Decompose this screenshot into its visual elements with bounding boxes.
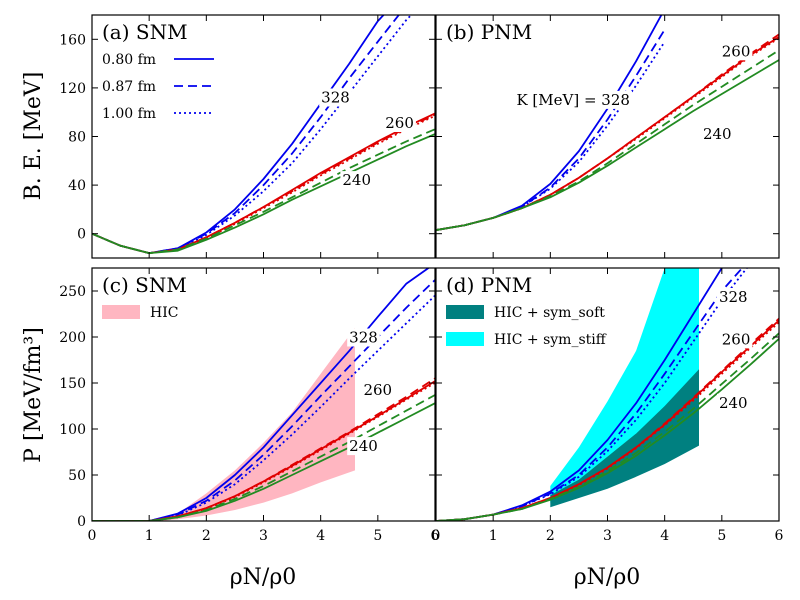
curve-label-bg-a-0 bbox=[319, 88, 352, 107]
legend-label-c-0: HIC bbox=[150, 305, 178, 321]
y-tick-label-c-3: 150 bbox=[59, 376, 86, 392]
x-tick-label-c-3: 3 bbox=[259, 528, 268, 544]
curve-label-d-1: 260 bbox=[722, 330, 751, 348]
y-axis-title-top: B. E. [MeV] bbox=[21, 72, 46, 201]
curve-label-bg-d-0 bbox=[716, 288, 750, 306]
x-tick-label-c-5: 5 bbox=[373, 528, 382, 544]
y-tick-label-c-5: 250 bbox=[59, 284, 86, 300]
panel-title-b: (b) PNM bbox=[446, 20, 532, 44]
legend-swatch-c-0 bbox=[102, 305, 140, 319]
curve-label-bg-b-0 bbox=[514, 90, 632, 109]
series-line-a-3 bbox=[92, 112, 435, 254]
panel-d: 328 260 240 0 1 2 3 4 5 6 (d) PNM HIC + sym_soft HI… bbox=[432, 267, 784, 544]
curve-label-b-2: 240 bbox=[703, 125, 732, 143]
series-line-b-6 bbox=[436, 59, 779, 231]
series-line-a-6 bbox=[92, 133, 435, 254]
y-tick-label-a-3: 120 bbox=[59, 81, 86, 97]
y-tick-label-a-1: 40 bbox=[68, 178, 86, 194]
legend-label-d-0: HIC + sym_soft bbox=[494, 305, 605, 321]
legend-label-a-1: 0.87 fm bbox=[102, 79, 156, 95]
legend-label-a-0: 0.80 fm bbox=[102, 52, 156, 68]
curve-label-c-0: 328 bbox=[349, 329, 378, 347]
series-line-c-0 bbox=[92, 268, 431, 521]
x-tick-label-c-2: 2 bbox=[202, 528, 211, 544]
y-tick-label-c-4: 200 bbox=[59, 330, 86, 346]
panel-c: 328 260 240 0 50 100 150 200 250 0 1 2 3 4 5 6 (c) SNM H… bbox=[59, 267, 440, 544]
panel-a: 328 260 240 0 40 80 120 160 (a) SNM 0.80 fm 0.87 … bbox=[59, 14, 436, 259]
panel-title-d: (d) PNM bbox=[446, 273, 532, 297]
curve-label-a-0: 328 bbox=[321, 89, 350, 107]
panel-title-c: (c) SNM bbox=[102, 273, 187, 297]
curve-label-bg-c-0 bbox=[347, 328, 380, 347]
curve-label-bg-a-1 bbox=[383, 114, 416, 132]
x-tick-label-c-6: 6 bbox=[431, 528, 440, 544]
curve-label-bg-c-1 bbox=[361, 381, 395, 399]
y-tick-label-c-2: 100 bbox=[59, 422, 86, 438]
x-tick-label-d-3: 3 bbox=[603, 528, 612, 544]
y-tick-label-a-2: 80 bbox=[68, 130, 86, 146]
curve-label-a-2: 240 bbox=[342, 171, 371, 189]
curve-label-bg-c-2 bbox=[347, 437, 380, 456]
x-tick-label-d-6: 6 bbox=[775, 528, 784, 544]
series-line-d-5 bbox=[436, 321, 779, 521]
legend-swatch-d-0 bbox=[446, 305, 484, 319]
curve-label-bg-d-2 bbox=[716, 393, 750, 412]
x-tick-label-d-0: 0 bbox=[432, 528, 441, 544]
curve-label-bg-d-1 bbox=[719, 330, 753, 349]
series-line-d-2 bbox=[436, 268, 748, 521]
series-line-a-7 bbox=[92, 128, 435, 254]
band-c-0 bbox=[160, 327, 355, 521]
x-tick-label-d-1: 1 bbox=[489, 528, 498, 544]
series-line-c-6 bbox=[92, 402, 435, 521]
curve-label-d-2: 240 bbox=[719, 394, 748, 412]
panel-b: K [MeV] = 328 260 240 (b) PNM bbox=[435, 14, 780, 259]
series-line-c-4 bbox=[92, 377, 435, 521]
series-line-d-7 bbox=[436, 332, 779, 521]
curve-label-d-0: 328 bbox=[719, 288, 748, 306]
curve-label-a-1: 260 bbox=[385, 114, 414, 132]
x-tick-label-c-1: 1 bbox=[145, 528, 154, 544]
series-line-b-7 bbox=[436, 49, 779, 231]
x-axis-title-left: ρN/ρ0 bbox=[230, 565, 297, 590]
curve-label-c-2: 240 bbox=[349, 437, 378, 455]
y-tick-label-a-4: 160 bbox=[59, 32, 86, 48]
y-axis-title-bottom: P [MeV/fm³] bbox=[21, 327, 46, 463]
x-axis-title-right: ρN/ρ0 bbox=[574, 565, 641, 590]
y-tick-label-c-1: 50 bbox=[68, 468, 86, 484]
panel-title-a: (a) SNM bbox=[102, 20, 188, 44]
curve-label-b-1: 260 bbox=[722, 42, 751, 60]
series-line-b-1 bbox=[436, 29, 666, 231]
x-tick-label-c-0: 0 bbox=[88, 528, 97, 544]
x-tick-label-c-4: 4 bbox=[316, 528, 325, 544]
curve-label-bg-b-2 bbox=[700, 124, 734, 143]
curve-label-c-1: 260 bbox=[363, 381, 392, 399]
curve-label-bg-b-1 bbox=[719, 42, 753, 61]
legend-label-d-1: HIC + sym_stiff bbox=[494, 332, 607, 348]
series-line-c-5 bbox=[92, 382, 435, 521]
legend-swatch-d-1 bbox=[446, 332, 484, 346]
y-tick-label-a-0: 0 bbox=[77, 227, 86, 243]
x-tick-label-d-5: 5 bbox=[717, 528, 726, 544]
x-tick-label-d-2: 2 bbox=[546, 528, 555, 544]
y-tick-label-c-0: 0 bbox=[77, 514, 86, 530]
curve-label-bg-a-2 bbox=[340, 171, 374, 190]
legend-label-a-2: 1.00 fm bbox=[102, 106, 156, 122]
curve-label-b-0: K [MeV] = 328 bbox=[516, 91, 629, 109]
x-tick-label-d-4: 4 bbox=[660, 528, 669, 544]
